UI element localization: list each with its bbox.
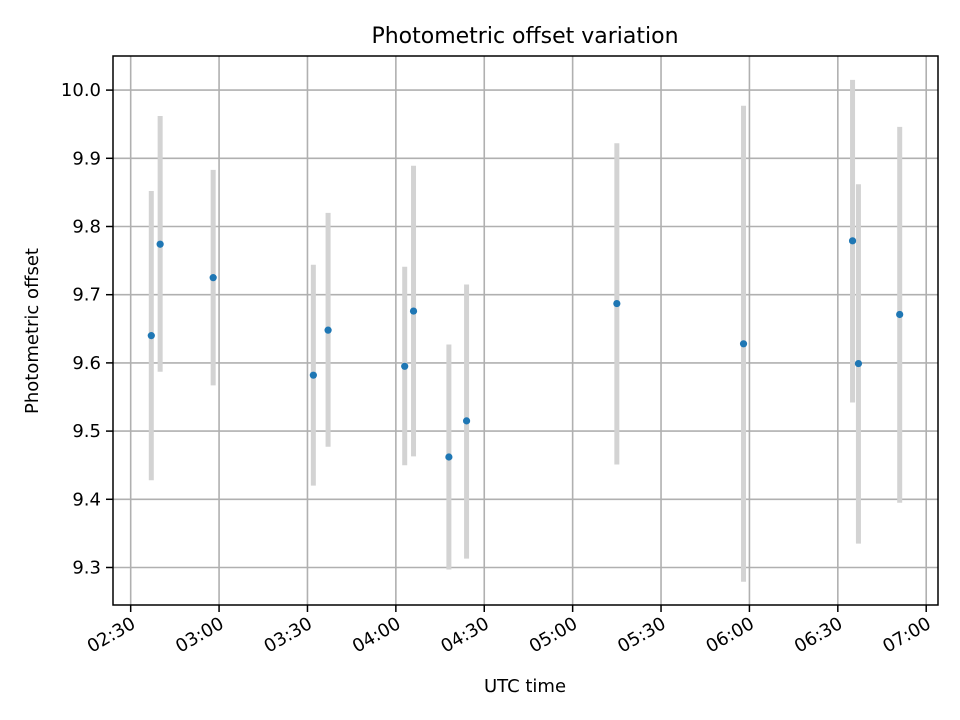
y-tick-label: 10.0: [61, 80, 101, 101]
data-points: [147, 237, 904, 461]
y-tick-label: 9.3: [72, 557, 101, 578]
data-point: [739, 340, 748, 348]
data-point: [309, 371, 317, 379]
data-point: [324, 326, 332, 334]
data-point: [462, 417, 471, 425]
data-point: [854, 359, 863, 368]
y-tick-label: 9.5: [72, 421, 101, 442]
data-point: [209, 274, 217, 282]
data-point: [409, 307, 418, 315]
data-point: [613, 299, 621, 308]
plot-frame: [112, 55, 939, 606]
y-tick-label: 9.7: [72, 285, 101, 306]
y-tick-label: 9.8: [72, 216, 101, 237]
y-tick-label: 9.4: [72, 489, 101, 510]
data-point: [156, 240, 164, 248]
y-tick-label: 9.6: [72, 353, 101, 374]
data-point: [147, 332, 155, 340]
data-point: [401, 362, 409, 370]
x-axis-label: UTC time: [484, 676, 566, 697]
y-tick-label: 9.9: [72, 148, 101, 169]
y-axis: 9.3 9.4 9.5 9.6 9.7 9.8 9.9 10.0: [61, 80, 113, 578]
grid: [113, 56, 938, 605]
data-point: [848, 237, 857, 245]
chart-title: Photometric offset variation: [371, 24, 678, 49]
data-point: [896, 310, 904, 319]
data-point: [445, 453, 453, 461]
y-axis-label: Photometric offset: [22, 248, 43, 414]
